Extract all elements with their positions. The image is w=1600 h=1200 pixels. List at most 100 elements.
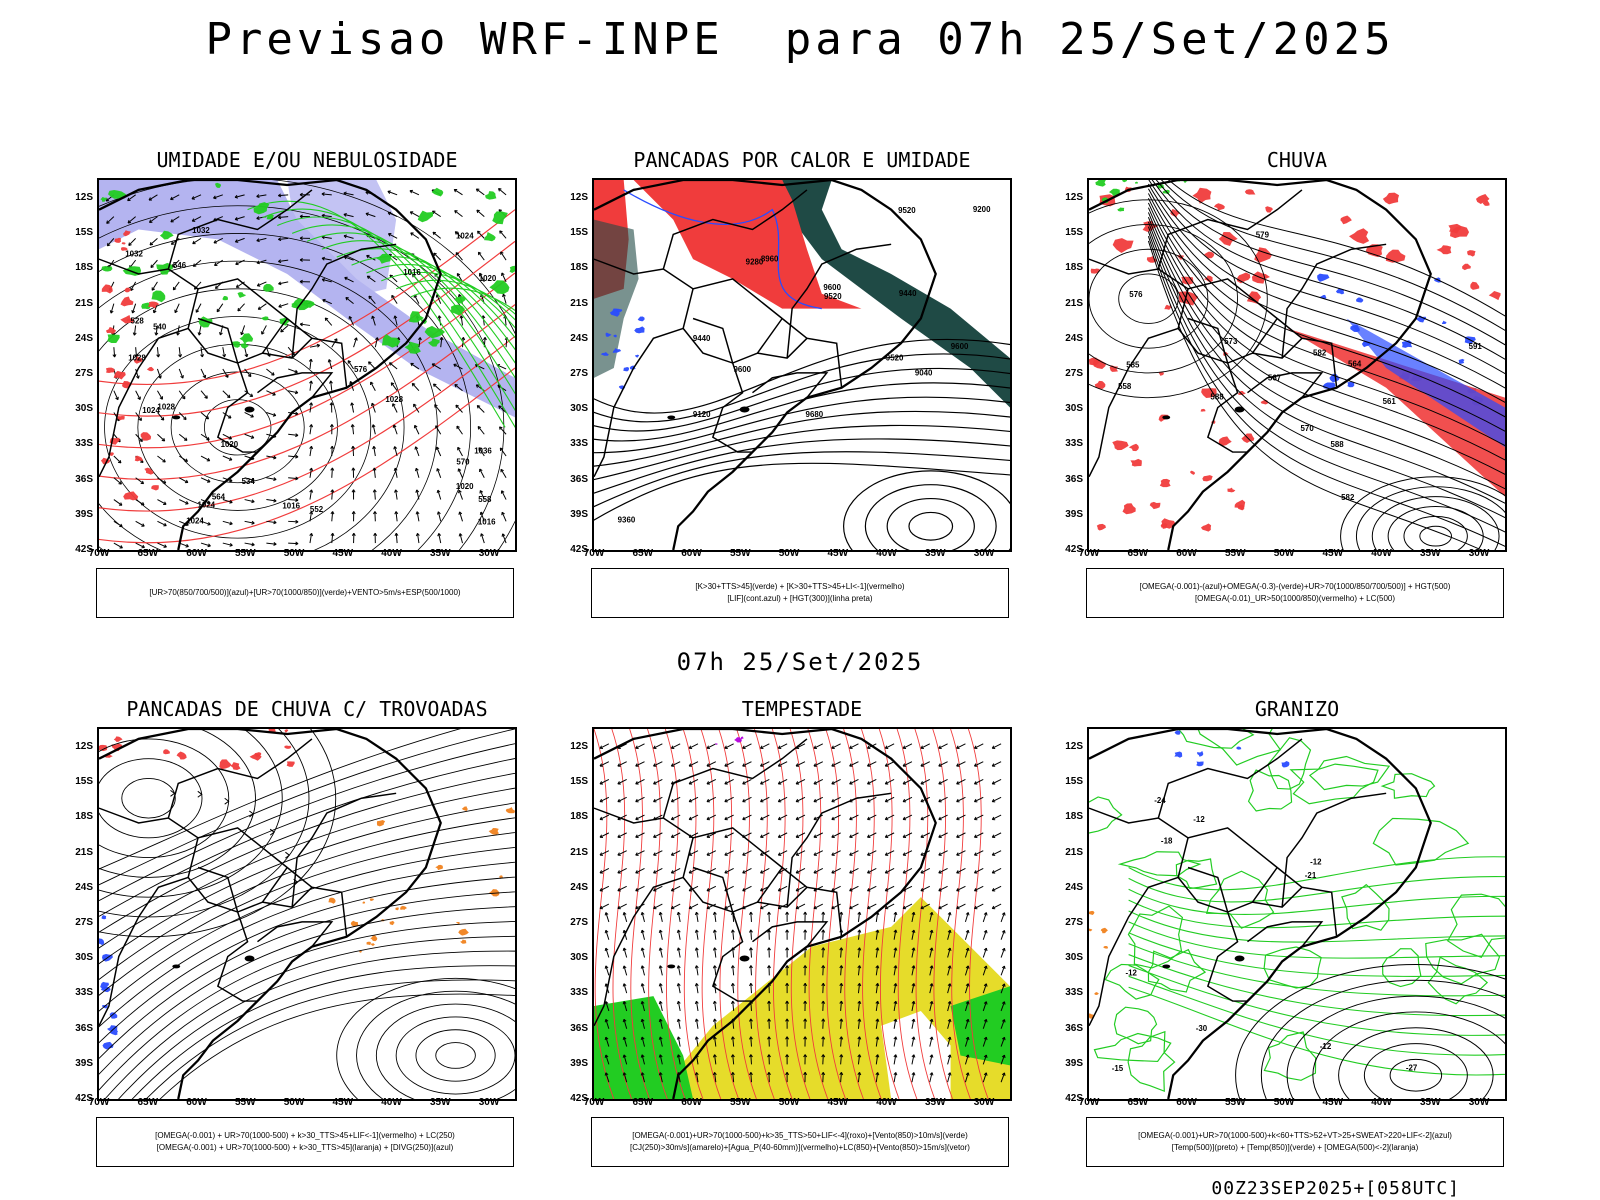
- legend-text: [OMEGA(-0.001) + UR>70(1000-500) + k>30_…: [156, 1143, 454, 1152]
- forecast-map-svg: [99, 729, 515, 1099]
- lat-tick-label: 24S: [570, 332, 588, 344]
- forecast-map-svg: [594, 729, 1010, 1099]
- lon-tick-label: 40W: [876, 548, 897, 559]
- forecast-map-svg: 1016 1016 1016 1020 1020 1020 1024 1024 1024 1024…: [99, 180, 515, 550]
- contour-label: 9600: [951, 342, 969, 351]
- contour-label: 528: [131, 316, 145, 325]
- lat-tick-label: 15S: [570, 776, 588, 788]
- lon-tick-label: 40W: [1371, 548, 1392, 559]
- lat-tick-label: 39S: [75, 1057, 93, 1069]
- lat-tick-label: 27S: [1065, 368, 1083, 379]
- legend-box: [OMEGA(-0.001)+UR>70(1000-500)+k<60+TTS>…: [1086, 1117, 1504, 1167]
- lon-tick-label: 50W: [1273, 1097, 1295, 1108]
- legend-text: [Temp(500)](preto) + [Temp(850)](verde) …: [1171, 1143, 1419, 1152]
- contour-label: 1032: [192, 226, 210, 235]
- contour-label: 9040: [915, 369, 933, 378]
- contour-label: 1028: [128, 354, 146, 363]
- lat-tick-label: 33S: [75, 987, 93, 999]
- map-canvas: 9600 9600 9600 9520 9520 9520 9440 9440 9360 9280…: [592, 178, 1012, 552]
- lon-tick-label: 50W: [778, 548, 800, 559]
- lat-tick-label: 33S: [75, 438, 93, 450]
- lon-tick-label: 70W: [583, 548, 605, 559]
- lon-tick-label: 30W: [478, 1097, 500, 1108]
- lon-tick-label: 55W: [1224, 548, 1246, 559]
- lon-tick-label: 60W: [1176, 548, 1197, 559]
- contour-label: 567: [1268, 374, 1282, 383]
- contour-label: 582: [1313, 348, 1327, 357]
- lon-tick-label: 50W: [283, 548, 305, 559]
- contour-label: 558: [478, 495, 492, 504]
- lon-tick-label: 45W: [827, 548, 849, 559]
- lat-tick-label: 24S: [75, 881, 93, 893]
- contour-label: 540: [153, 323, 167, 332]
- lat-tick-label: 33S: [570, 438, 588, 450]
- contour-label: -24: [1154, 796, 1166, 805]
- lon-tick-label: 70W: [583, 1097, 605, 1108]
- contour-label: 564: [1348, 359, 1362, 368]
- forecast-map-svg: -12 -12 -12 -15 -18 -21 -24 -27 -30 -12: [1089, 729, 1505, 1099]
- lat-tick-label: 15S: [570, 227, 588, 239]
- contour-label: 576: [1129, 290, 1143, 299]
- contour-label: 9200: [973, 205, 991, 214]
- lat-tick-label: 21S: [75, 846, 93, 858]
- lon-tick-label: 60W: [681, 1097, 702, 1108]
- contour-label: 1024: [456, 232, 474, 241]
- lon-tick-label: 45W: [827, 1097, 849, 1108]
- lat-tick-label: 18S: [570, 262, 588, 274]
- contour-label: 1028: [385, 395, 403, 404]
- lat-tick-label: 39S: [570, 1057, 588, 1069]
- lat-tick-label: 42S: [570, 544, 588, 555]
- map-canvas: [592, 727, 1012, 1101]
- contour-label: 1020: [221, 440, 239, 449]
- legend-text: [UR>70(850/700/500)](azul)+[UR>70(1000/8…: [149, 588, 461, 597]
- panel-title: UMIDADE E/OU NEBULOSIDADE: [156, 148, 458, 172]
- contour-label: 588: [1210, 392, 1224, 401]
- lon-tick-label: 40W: [876, 1097, 897, 1108]
- contour-label: 1024: [197, 501, 215, 510]
- contour-label: -18: [1161, 837, 1173, 846]
- contour-label: -12: [1320, 1042, 1332, 1051]
- lat-tick-label: 30S: [75, 952, 93, 964]
- lat-tick-label: 30S: [1065, 403, 1083, 415]
- lat-tick-label: 42S: [570, 1093, 588, 1104]
- lat-tick-label: 21S: [570, 846, 588, 858]
- lon-tick-label: 35W: [429, 1097, 451, 1108]
- contour-label: 534: [242, 477, 256, 486]
- main-title: Previsao WRF-INPE para 07h 25/Set/2025: [205, 14, 1395, 65]
- panel-title: GRANIZO: [1254, 697, 1340, 721]
- panel-title: CHUVA: [1266, 148, 1328, 172]
- lat-tick-label: 30S: [75, 403, 93, 415]
- lat-tick-label: 12S: [75, 192, 93, 203]
- contour-label: 552: [310, 505, 324, 514]
- lon-tick-label: 65W: [632, 1097, 654, 1108]
- contour-label: 1016: [403, 268, 421, 277]
- lon-tick-label: 60W: [681, 548, 702, 559]
- lon-tick-label: 65W: [1127, 1097, 1149, 1108]
- contour-label: 9440: [693, 334, 711, 343]
- panel-title: PANCADAS POR CALOR E UMIDADE: [633, 148, 971, 172]
- lat-tick-label: 27S: [570, 368, 588, 379]
- lat-tick-label: 18S: [75, 262, 93, 274]
- legend-box: [OMEGA(-0.001) + UR>70(1000-500) + k>30_…: [96, 1117, 514, 1167]
- lat-tick-label: 18S: [570, 811, 588, 823]
- contour-label: 9520: [824, 292, 842, 301]
- lon-tick-label: 45W: [1322, 1097, 1344, 1108]
- lat-tick-label: 33S: [1065, 987, 1083, 999]
- lat-tick-label: 12S: [1065, 192, 1083, 203]
- map-canvas: -12 -12 -12 -15 -18 -21 -24 -27 -30 -12: [1087, 727, 1507, 1101]
- lat-tick-label: 36S: [75, 473, 93, 485]
- lat-tick-label: 27S: [570, 917, 588, 928]
- contour-label: 1020: [479, 274, 497, 283]
- legend-box: [OMEGA(-0.001)+UR>70(1000-500)+k>35_TTS>…: [591, 1117, 1009, 1167]
- lon-tick-label: 35W: [429, 548, 451, 559]
- lon-tick-label: 40W: [381, 1097, 402, 1108]
- lat-tick-label: 30S: [1065, 952, 1083, 964]
- contour-label: 546: [173, 261, 187, 270]
- legend-text: [OMEGA(-0.001)-(azul)+OMEGA(-0.3)-(verde…: [1139, 582, 1451, 591]
- legend-text: [CJ(250)>30m/s](amarelo)+[Agua_P(40-60mm…: [630, 1143, 970, 1152]
- lon-tick-label: 30W: [1468, 548, 1490, 559]
- lon-tick-label: 40W: [1371, 1097, 1392, 1108]
- lat-tick-label: 21S: [75, 297, 93, 309]
- legend-text: [OMEGA(-0.001)+UR>70(1000-500)+k>35_TTS>…: [632, 1131, 968, 1140]
